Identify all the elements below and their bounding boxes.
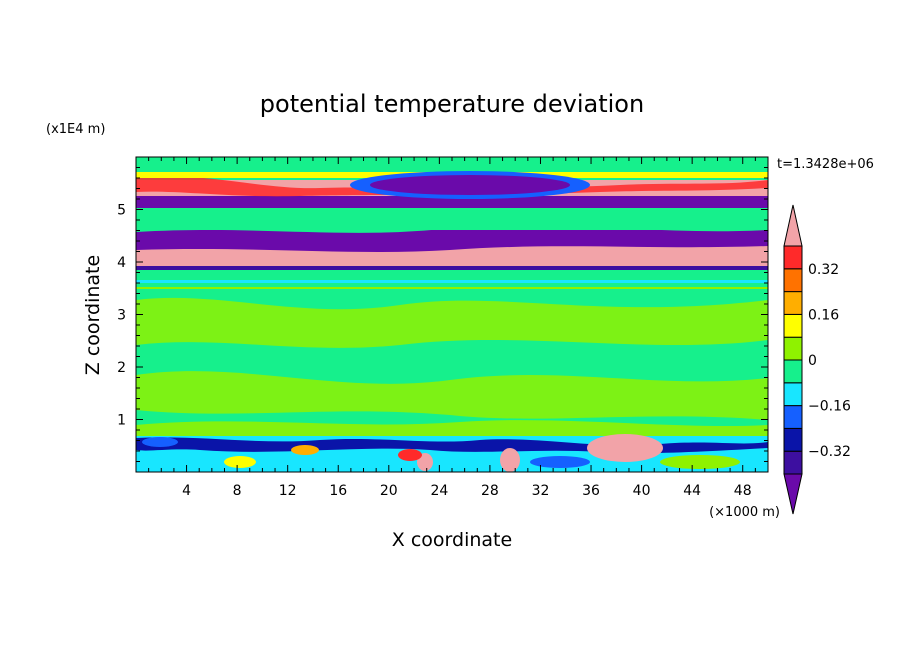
band-top-red — [136, 176, 768, 197]
colorbar-swatch — [783, 245, 803, 270]
chart-title: potential temperature deviation — [260, 90, 644, 118]
contour-field — [136, 157, 768, 472]
colorbar-label: 0.32 — [808, 262, 839, 278]
colorbar-swatch — [783, 382, 803, 407]
y-axis-label: Z coordinate — [82, 255, 104, 375]
colorbar-label: −0.32 — [808, 444, 851, 460]
y-tick-label: 3 — [117, 308, 126, 324]
x-axis: 4 8 12 16 20 24 28 32 36 40 44 48 — [148, 157, 756, 499]
x-tick-label: 8 — [233, 483, 242, 499]
colorbar-swatch — [783, 268, 803, 293]
x-tick-label: 24 — [430, 483, 448, 499]
colorbar-swatch-under — [783, 473, 803, 515]
band-bottom-blue-2 — [142, 437, 178, 447]
x-tick-label: 40 — [633, 483, 651, 499]
y-tick-label: 1 — [117, 413, 126, 429]
band-bottom-blue-1 — [530, 456, 590, 468]
colorbar-swatch — [783, 427, 803, 452]
band-mid-positive-1 — [136, 297, 768, 348]
band-bottom-pink-1 — [587, 434, 663, 462]
band-bottom-green — [660, 455, 740, 469]
band-upper-purple — [136, 224, 768, 252]
colorbar-swatch — [783, 359, 803, 384]
band-mid-positive-3 — [136, 420, 768, 436]
band-upper-darkblue — [136, 266, 768, 270]
y-tick-label: 4 — [117, 255, 126, 271]
time-label: t=1.3428e+06 — [777, 157, 874, 172]
y-tick-label: 2 — [117, 360, 126, 376]
colorbar-label: −0.16 — [808, 399, 851, 415]
colorbar-swatch — [783, 336, 803, 361]
colorbar-label: 0.16 — [808, 307, 839, 323]
band-mid-positive-2 — [136, 371, 768, 420]
x-tick-label: 32 — [532, 483, 550, 499]
band-bottom-orange — [291, 445, 319, 455]
x-tick-label: 4 — [182, 483, 191, 499]
colorbar-swatch — [783, 405, 803, 429]
band-upper-green — [136, 210, 768, 230]
x-tick-label: 44 — [683, 483, 701, 499]
y-tick-label: 5 — [117, 203, 126, 219]
x-tick-label: 48 — [734, 483, 752, 499]
x-tick-label: 16 — [329, 483, 347, 499]
colorbar-swatch — [783, 313, 803, 338]
y-unit-label: (x1E4 m) — [46, 122, 105, 137]
x-tick-label: 12 — [279, 483, 297, 499]
x-tick-label: 28 — [481, 483, 499, 499]
band-slight-negative-2 — [136, 287, 768, 289]
colorbar-swatch — [783, 450, 803, 475]
colorbar: 0.32 0.16 0 −0.16 −0.32 — [783, 204, 851, 515]
x-tick-label: 20 — [380, 483, 398, 499]
colorbar-label: 0 — [808, 353, 817, 369]
band-top-negative-pocket — [370, 175, 570, 195]
colorbar-swatch-over — [783, 204, 803, 247]
x-axis-label: X coordinate — [392, 529, 512, 551]
band-bottom-yellow — [224, 456, 256, 468]
x-tick-label: 36 — [582, 483, 600, 499]
colorbar-swatch — [783, 291, 803, 315]
band-bottom-pink-3 — [417, 453, 433, 471]
band-top-purple — [136, 196, 768, 208]
y-axis: 1 2 3 4 5 — [117, 167, 768, 462]
band-bottom-red — [398, 449, 422, 461]
x-unit-label: (×1000 m) — [709, 505, 780, 520]
band-bottom-pink-2 — [500, 448, 520, 472]
band-slight-negative — [136, 280, 768, 283]
